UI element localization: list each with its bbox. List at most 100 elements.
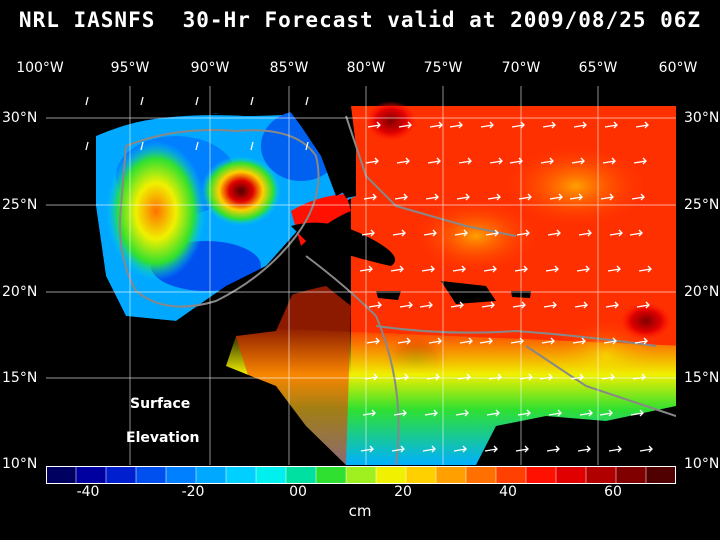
wind-arrow (195, 96, 199, 106)
wind-arrow (638, 265, 652, 273)
wind-arrow (603, 337, 617, 345)
florida-land (286, 106, 351, 196)
wind-arrow (453, 445, 467, 453)
colorbar-tick-label: 20 (394, 484, 412, 500)
wind-arrow (574, 301, 588, 309)
wind-arrow (602, 157, 616, 165)
wind-arrow (543, 301, 557, 309)
colorbar-swatch (285, 466, 317, 484)
wind-arrow (546, 445, 560, 453)
wind-arrow (634, 337, 648, 345)
wind-arrow (427, 157, 441, 165)
wind-arrow (419, 301, 433, 309)
surface-elevation-map (46, 86, 676, 465)
annotation-surface: Surface (130, 396, 191, 412)
colorbar-swatch (225, 466, 257, 484)
gulf-of-mexico-field (96, 106, 356, 321)
wind-arrow (541, 337, 555, 345)
wind-arrow (391, 445, 405, 453)
wind-arrow (604, 121, 618, 129)
wind-arrow (578, 229, 592, 237)
map-title: NRL IASNFS 30-Hr Forecast valid at 2009/… (18, 8, 702, 32)
latitude-label: 25°N (2, 197, 38, 213)
wind-arrow (542, 121, 556, 129)
wind-arrow (636, 301, 650, 309)
wind-arrow (572, 337, 586, 345)
wind-arrow (393, 409, 407, 417)
latitude-label: 30°N (2, 110, 38, 126)
jamaica-land (376, 291, 401, 300)
wind-arrow (516, 229, 530, 237)
wind-arrow (609, 229, 623, 237)
wind-arrow (423, 229, 437, 237)
wind-arrow (361, 229, 375, 237)
wind-arrow (600, 193, 614, 201)
wind-arrow (454, 229, 468, 237)
wind-arrow (421, 265, 435, 273)
longitude-label: 85°W (269, 60, 309, 76)
wind-arrow (540, 157, 554, 165)
latitude-label: 25°N (684, 197, 720, 213)
colorbar (46, 466, 676, 484)
bathymetry-contours (119, 115, 676, 465)
latitude-label: 15°N (2, 370, 38, 386)
wind-arrow (605, 301, 619, 309)
wind-arrow (449, 121, 463, 129)
wind-arrow (571, 157, 585, 165)
colorbar-swatch (435, 466, 467, 484)
wind-arrow (85, 141, 89, 151)
longitude-label: 60°W (658, 60, 698, 76)
colorbar-swatch (105, 466, 137, 484)
colorbar-swatch (315, 466, 347, 484)
hispaniola-land (441, 281, 496, 304)
wind-arrow (305, 141, 309, 151)
longitude-label: 80°W (346, 60, 386, 76)
wind-arrow (140, 96, 144, 106)
wind-arrow (450, 301, 464, 309)
wind-arrow (367, 121, 381, 129)
wind-arrow (484, 445, 498, 453)
wind-arrow (607, 265, 621, 273)
latitude-label: 15°N (684, 370, 720, 386)
wind-arrow (480, 121, 494, 129)
wind-arrow (631, 193, 645, 201)
latitude-label: 10°N (2, 456, 38, 472)
wind-arrow (599, 409, 613, 417)
wind-arrow (366, 337, 380, 345)
wind-arrow (511, 121, 525, 129)
wind-arrow (479, 337, 493, 345)
wind-arrow (390, 265, 404, 273)
colorbar-swatch (345, 466, 377, 484)
wind-arrow (489, 157, 503, 165)
wind-arrow (394, 193, 408, 201)
wind-arrow (487, 193, 501, 201)
longitude-label: 65°W (578, 60, 618, 76)
wind-arrow (633, 157, 647, 165)
wind-arrow (398, 121, 412, 129)
wind-arrow (360, 445, 374, 453)
wind-arrow (429, 121, 443, 129)
colorbar-swatch (46, 466, 77, 484)
wind-arrow (250, 141, 254, 151)
wind-arrow (573, 121, 587, 129)
wind-arrow (486, 409, 500, 417)
north-america-land (46, 86, 356, 341)
wind-arrow (425, 193, 439, 201)
wind-arrow (392, 229, 406, 237)
wind-arrow (399, 301, 413, 309)
wind-arrow (569, 193, 583, 201)
wind-arrow (85, 96, 89, 106)
wind-arrow (483, 265, 497, 273)
wind-arrow (545, 265, 559, 273)
wind-arrow (515, 445, 529, 453)
wind-arrow (455, 409, 469, 417)
colorbar-swatch (645, 466, 676, 484)
wind-arrow (368, 301, 382, 309)
graticule (46, 86, 676, 465)
wind-arrow (481, 301, 495, 309)
colorbar-swatch (195, 466, 227, 484)
mexico-central-america-land (46, 106, 346, 465)
latitude-label: 20°N (2, 284, 38, 300)
longitude-label: 90°W (190, 60, 230, 76)
latitude-label: 20°N (684, 284, 720, 300)
